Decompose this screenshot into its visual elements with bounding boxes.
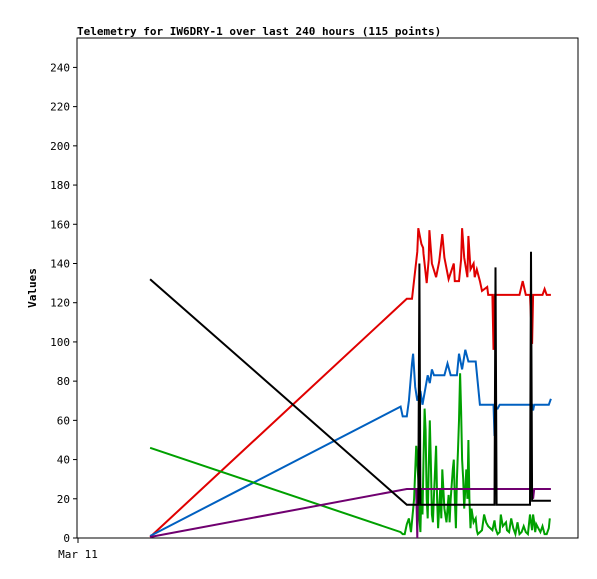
y-tick-label: 20 bbox=[57, 493, 70, 506]
series-line-1 bbox=[149, 228, 551, 538]
y-tick-label: 200 bbox=[50, 140, 70, 153]
series-line-2 bbox=[149, 349, 552, 537]
y-axis-label: Values bbox=[26, 268, 39, 308]
y-tick-label: 120 bbox=[50, 297, 70, 310]
y-tick-label: 220 bbox=[50, 101, 70, 114]
series-layer bbox=[149, 228, 552, 539]
y-tick-label: 40 bbox=[57, 454, 70, 467]
y-tick-label: 100 bbox=[50, 336, 70, 349]
x-axis: Mar 11 bbox=[58, 538, 98, 561]
chart-title: Telemetry for IW6DRY-1 over last 240 hou… bbox=[77, 25, 441, 38]
series-line-4 bbox=[149, 488, 551, 539]
y-tick-label: 180 bbox=[50, 179, 70, 192]
y-tick-label: 60 bbox=[57, 414, 70, 427]
x-tick-label: Mar 11 bbox=[58, 548, 98, 561]
y-tick-label: 240 bbox=[50, 61, 70, 74]
plot-frame bbox=[76, 37, 579, 539]
y-axis: 0 20 40 60 80 100 120 140 160 180 200 220 240 bbox=[50, 61, 77, 545]
series-line-3 bbox=[149, 373, 551, 538]
y-tick-label: 0 bbox=[63, 532, 70, 545]
series-line-5 bbox=[149, 251, 551, 506]
y-tick-label: 140 bbox=[50, 257, 70, 270]
y-tick-label: 80 bbox=[57, 375, 70, 388]
y-tick-label: 160 bbox=[50, 218, 70, 231]
